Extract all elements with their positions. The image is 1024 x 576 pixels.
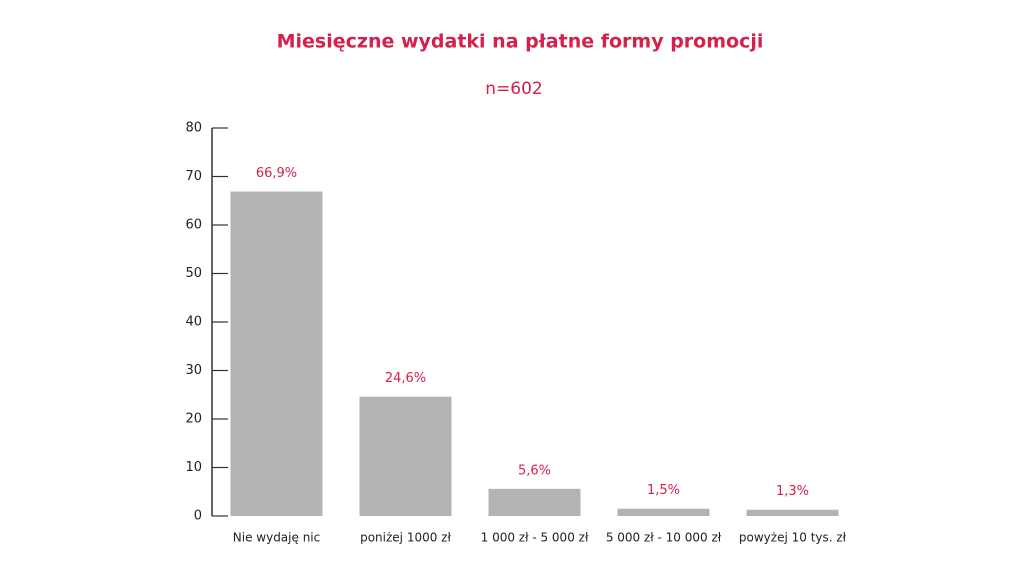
y-tick-label: 70 bbox=[185, 169, 202, 184]
y-tick-label: 0 bbox=[194, 509, 202, 524]
value-label: 1,5% bbox=[647, 483, 680, 498]
value-label: 5,6% bbox=[518, 463, 551, 478]
chart-subtitle: n=602 bbox=[485, 79, 542, 99]
x-tick-label: 5 000 zł - 10 000 zł bbox=[606, 531, 722, 545]
y-tick-label: 10 bbox=[185, 460, 202, 475]
bar bbox=[230, 191, 323, 516]
y-tick-label: 60 bbox=[185, 218, 202, 233]
y-tick-label: 20 bbox=[185, 412, 202, 427]
bar bbox=[359, 396, 452, 516]
bar bbox=[617, 508, 710, 516]
x-tick-label: powyżej 10 tys. zł bbox=[739, 531, 847, 545]
value-label: 66,9% bbox=[256, 166, 297, 181]
value-label: 1,3% bbox=[776, 484, 809, 499]
y-tick-label: 40 bbox=[185, 315, 202, 330]
x-tick-label: Nie wydaję nic bbox=[233, 531, 320, 545]
bar bbox=[746, 509, 839, 516]
value-label: 24,6% bbox=[385, 371, 426, 386]
y-tick-label: 50 bbox=[185, 266, 202, 281]
chart-title: Miesięczne wydatki na płatne formy promo… bbox=[277, 31, 764, 53]
y-tick-label: 30 bbox=[185, 363, 202, 378]
x-tick-label: poniżej 1000 zł bbox=[360, 531, 451, 545]
x-tick-label: 1 000 zł - 5 000 zł bbox=[481, 531, 589, 545]
y-tick-label: 80 bbox=[185, 121, 202, 136]
bar bbox=[488, 488, 581, 516]
